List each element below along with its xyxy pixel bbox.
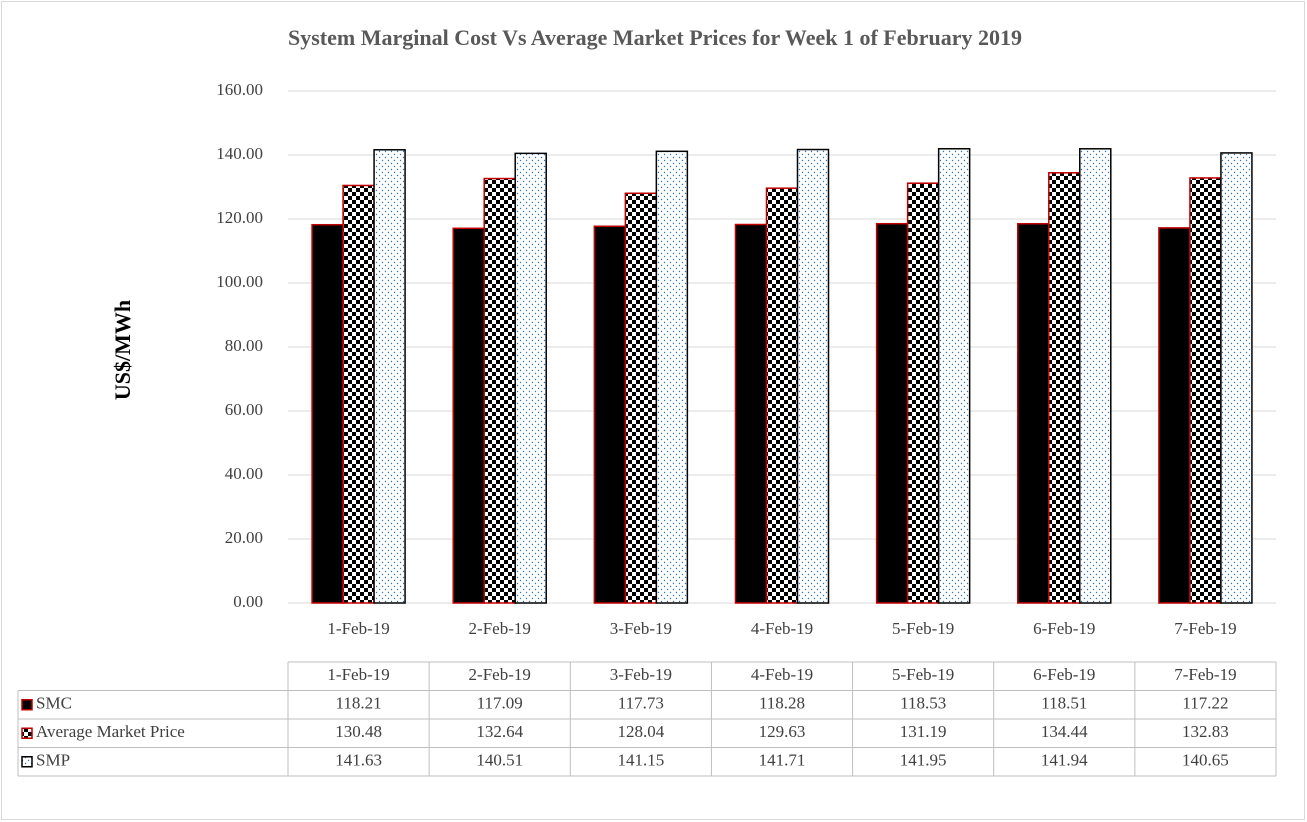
table-value: 141.95 <box>900 751 947 770</box>
x-tick-label: 5-Feb-19 <box>892 619 954 638</box>
bar <box>1158 227 1191 604</box>
table-value: 118.53 <box>900 694 946 713</box>
y-tick-label: 140.00 <box>216 144 263 163</box>
y-tick-label: 160.00 <box>216 80 263 99</box>
table-header: 1-Feb-19 <box>327 665 389 684</box>
table-header: 6-Feb-19 <box>1033 665 1095 684</box>
bar <box>796 148 830 604</box>
table-value: 117.73 <box>618 694 664 713</box>
table-value: 141.15 <box>617 751 664 770</box>
legend-label: SMP <box>36 751 70 770</box>
bar <box>373 149 406 604</box>
table-header: 7-Feb-19 <box>1174 665 1236 684</box>
table-value: 129.63 <box>759 722 806 741</box>
bar <box>1220 152 1253 604</box>
x-tick-label: 1-Feb-19 <box>327 619 389 638</box>
bar <box>875 222 909 604</box>
bar <box>1189 177 1222 604</box>
y-tick-label: 120.00 <box>216 208 263 227</box>
x-tick-label: 2-Feb-19 <box>469 619 531 638</box>
bar <box>906 182 940 604</box>
table-header: 2-Feb-19 <box>469 665 531 684</box>
x-tick-label: 6-Feb-19 <box>1033 619 1095 638</box>
bar <box>765 187 799 604</box>
table-header: 3-Feb-19 <box>610 665 672 684</box>
table-value: 140.51 <box>476 751 523 770</box>
legend-key <box>21 756 33 768</box>
y-tick-label: 80.00 <box>225 336 263 355</box>
table-value: 130.48 <box>335 722 382 741</box>
table-value: 141.63 <box>335 751 382 770</box>
y-tick-label: 0.00 <box>233 592 263 611</box>
table-value: 140.65 <box>1182 751 1229 770</box>
legend-label: Average Market Price <box>36 722 185 741</box>
bar <box>514 152 547 604</box>
table-value: 132.64 <box>476 722 523 741</box>
table-value: 128.04 <box>617 722 664 741</box>
bar <box>593 225 627 604</box>
table-value: 117.09 <box>477 694 523 713</box>
bar <box>311 223 344 604</box>
table-value: 141.94 <box>1041 751 1088 770</box>
x-tick-label: 4-Feb-19 <box>751 619 813 638</box>
table-header: 4-Feb-19 <box>751 665 813 684</box>
bar <box>937 148 971 604</box>
chart-title: System Marginal Cost Vs Average Market P… <box>288 25 1022 50</box>
table-value: 118.21 <box>336 694 382 713</box>
table-header: 5-Feb-19 <box>892 665 954 684</box>
bar <box>483 177 516 604</box>
y-tick-label: 40.00 <box>225 464 263 483</box>
legend-label: SMC <box>36 694 72 713</box>
table-value: 132.83 <box>1182 722 1229 741</box>
bar <box>655 150 689 604</box>
bar <box>342 184 375 604</box>
bar <box>734 223 768 604</box>
y-axis-label: US$/MWh <box>110 300 135 400</box>
y-tick-label: 60.00 <box>225 400 263 419</box>
table-value: 131.19 <box>900 722 947 741</box>
table-value: 134.44 <box>1041 722 1088 741</box>
bar <box>1079 148 1112 604</box>
table-value: 141.71 <box>759 751 806 770</box>
y-tick-label: 100.00 <box>216 272 263 291</box>
legend-key <box>21 699 33 711</box>
x-tick-label: 7-Feb-19 <box>1174 619 1236 638</box>
bar <box>1017 223 1050 604</box>
bar <box>624 192 658 604</box>
y-tick-label: 20.00 <box>225 528 263 547</box>
legend-key <box>21 727 33 739</box>
table-value: 118.51 <box>1041 694 1087 713</box>
bar <box>452 227 485 604</box>
bar <box>1048 172 1081 604</box>
table-value: 117.22 <box>1182 694 1228 713</box>
x-tick-label: 3-Feb-19 <box>610 619 672 638</box>
table-value: 118.28 <box>759 694 805 713</box>
